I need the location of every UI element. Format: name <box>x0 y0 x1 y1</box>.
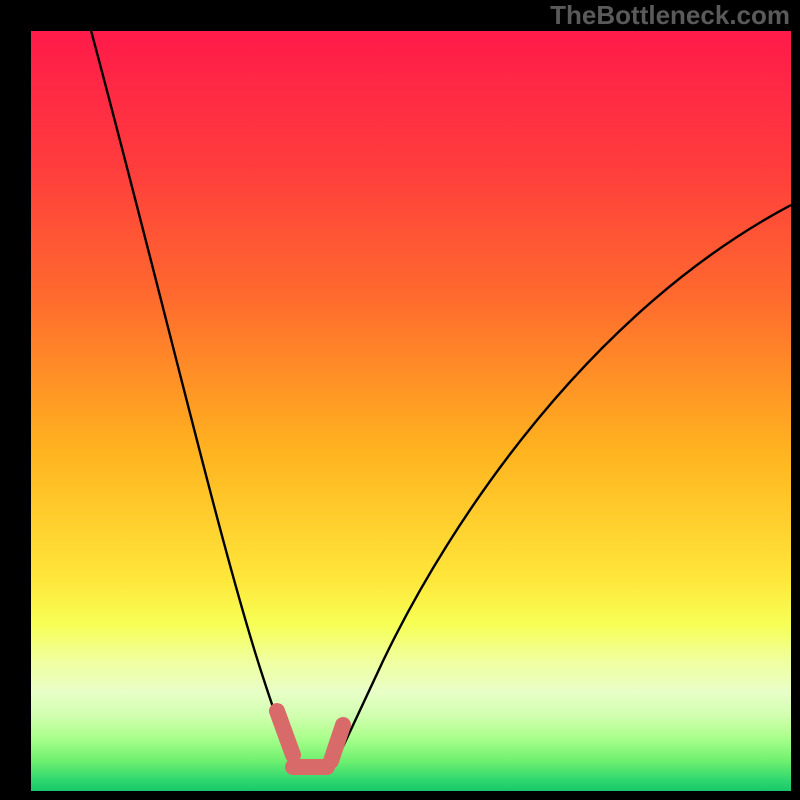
marker-right-tick <box>331 725 343 761</box>
v-curve-left <box>89 31 297 768</box>
plot-frame <box>31 31 791 791</box>
watermark-label: TheBottleneck.com <box>550 0 790 31</box>
bottom-marker <box>277 711 343 767</box>
curve-layer <box>31 31 791 791</box>
chart-canvas: TheBottleneck.com <box>0 0 800 800</box>
v-curve-right <box>333 205 791 768</box>
marker-left-tick <box>277 711 293 755</box>
plot-area <box>31 31 791 791</box>
